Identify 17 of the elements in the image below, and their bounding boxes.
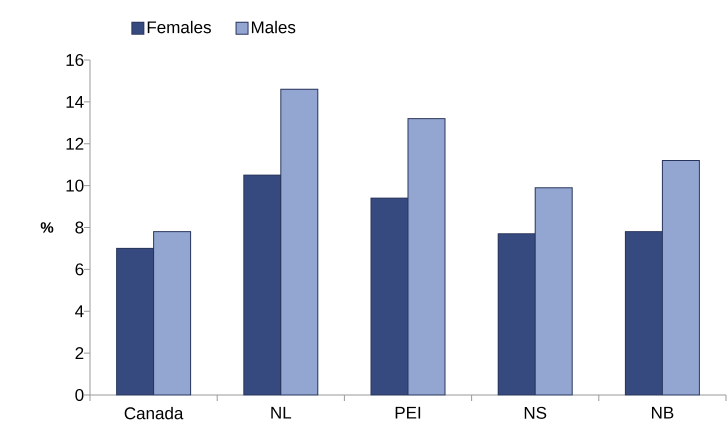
legend-label: Males [252, 20, 296, 34]
x-tick-label: NS [524, 406, 546, 419]
y-tick-label: 2 [76, 347, 84, 360]
y-tick-label: 10 [66, 180, 84, 192]
x-tick-label: Canada [124, 406, 184, 420]
y-tick-label: 16 [66, 54, 84, 66]
y-tick-label: 14 [66, 96, 84, 108]
y-tick-label: 8 [75, 221, 84, 234]
y-tick-label: 0 [75, 388, 84, 402]
y-tick-label: 4 [75, 305, 84, 318]
y-axis-title: % [40, 222, 54, 233]
x-tick-label: PEI [396, 406, 420, 419]
x-tick-label: NL [271, 406, 292, 419]
y-tick-label: 6 [76, 263, 84, 276]
legend-label: Females [148, 20, 211, 34]
x-tick-label: NB [652, 406, 674, 419]
y-tick-label: 12 [66, 138, 84, 150]
